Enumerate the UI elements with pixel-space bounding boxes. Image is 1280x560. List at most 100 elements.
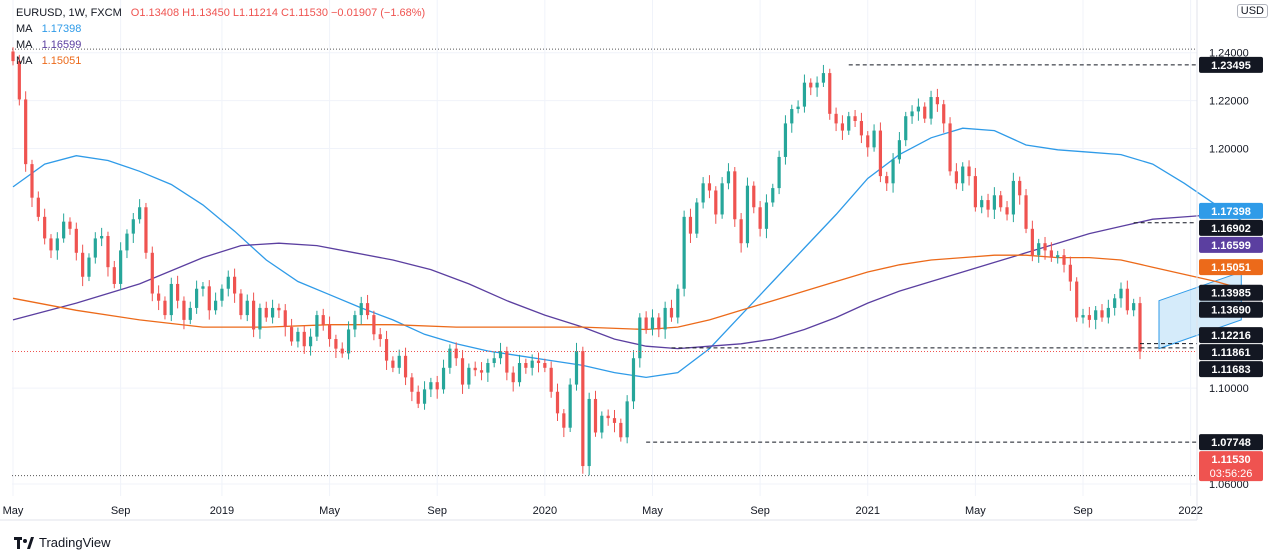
candle-body: [568, 384, 572, 428]
candle-body: [1018, 180, 1022, 196]
x-tick-label: May: [3, 505, 24, 517]
candle: [258, 303, 262, 339]
candle: [1068, 256, 1072, 291]
candle-body: [467, 367, 471, 385]
candle: [365, 294, 370, 320]
candle-body: [1030, 228, 1034, 256]
candle-body: [1094, 310, 1098, 320]
candle-body: [365, 303, 370, 316]
candle-body: [986, 200, 990, 210]
candle-body: [847, 116, 851, 131]
candle-body: [606, 415, 610, 419]
candle: [422, 381, 427, 410]
candle-body: [631, 358, 636, 402]
candle: [657, 313, 661, 338]
candle-body: [714, 190, 718, 215]
candle-body: [777, 156, 781, 189]
candle-body: [87, 257, 91, 277]
candle: [980, 195, 984, 214]
candle-body: [220, 288, 224, 301]
candle: [872, 124, 876, 152]
candle-body: [1119, 288, 1123, 299]
candle: [270, 299, 275, 324]
candle: [11, 47, 15, 66]
candle-body: [682, 216, 686, 289]
candle-body: [11, 51, 15, 62]
price-badge: 1.13985: [1199, 284, 1263, 301]
price-badge-text: 1.07748: [1211, 437, 1251, 449]
candle-body: [878, 130, 883, 177]
candle-body: [315, 315, 319, 337]
candle-body: [783, 123, 788, 157]
candle: [435, 375, 439, 399]
candle-body: [1081, 315, 1085, 318]
candle-body: [650, 317, 655, 330]
candle: [384, 330, 389, 370]
tradingview-logo-icon: [14, 536, 34, 549]
candle-body: [93, 238, 97, 258]
candle: [112, 260, 116, 289]
candle-body: [834, 113, 838, 124]
candle: [688, 208, 693, 243]
candle-body: [289, 327, 294, 342]
candle-body: [562, 413, 566, 428]
candle-body: [1024, 195, 1028, 229]
x-tick-label: May: [642, 505, 663, 517]
price-badge: 1.16599: [1199, 236, 1263, 253]
candle-body: [233, 276, 237, 294]
candle: [771, 183, 775, 207]
candle: [315, 310, 319, 341]
candle-body: [885, 176, 889, 184]
candle-body: [726, 171, 731, 184]
candle: [150, 246, 154, 302]
candle: [517, 354, 522, 387]
candle-body: [100, 236, 104, 239]
candle: [1106, 299, 1110, 324]
candle: [828, 68, 832, 120]
candle: [1011, 172, 1015, 223]
candle: [714, 186, 718, 224]
candle: [701, 177, 705, 209]
tradingview-brand[interactable]: TradingView: [14, 535, 111, 550]
candle-body: [530, 360, 534, 368]
candle: [764, 194, 769, 239]
legend-ma-1[interactable]: MA 1.17398: [16, 21, 425, 37]
candle-body: [524, 363, 528, 368]
candle: [847, 111, 851, 135]
candle-body: [334, 339, 338, 349]
y-tick-label: 1.24000: [1209, 48, 1249, 60]
candle-body: [239, 293, 243, 316]
candle: [948, 117, 952, 176]
candle-body: [707, 183, 712, 191]
candle-body: [669, 307, 674, 318]
candle-body: [138, 207, 142, 220]
candle: [1024, 189, 1028, 234]
legend-ma-3[interactable]: MA 1.15051: [16, 53, 425, 69]
candle: [555, 383, 560, 422]
candle: [682, 210, 686, 297]
candle: [859, 112, 864, 144]
candle-body: [226, 276, 230, 289]
candle: [1043, 236, 1047, 260]
legend-ma-2[interactable]: MA 1.16599: [16, 37, 425, 53]
ma-2-label: MA: [16, 39, 33, 51]
candle-body: [460, 358, 465, 385]
candle-body: [764, 202, 769, 229]
candle-body: [543, 363, 547, 368]
candle-body: [106, 236, 110, 268]
candle: [1132, 298, 1136, 317]
x-tick-label: May: [319, 505, 340, 517]
candle-body: [619, 422, 623, 438]
candle-body: [473, 367, 477, 371]
candle: [214, 292, 218, 315]
price-badge-bg: [1199, 361, 1263, 378]
price-badge: 1.11683: [1199, 361, 1263, 378]
candle-body: [74, 228, 78, 253]
candle: [853, 109, 857, 127]
currency-badge[interactable]: USD: [1236, 4, 1268, 18]
candle: [17, 54, 21, 106]
price-badge-text: 1.13690: [1211, 305, 1251, 317]
candle: [935, 88, 939, 112]
candle: [891, 153, 895, 193]
